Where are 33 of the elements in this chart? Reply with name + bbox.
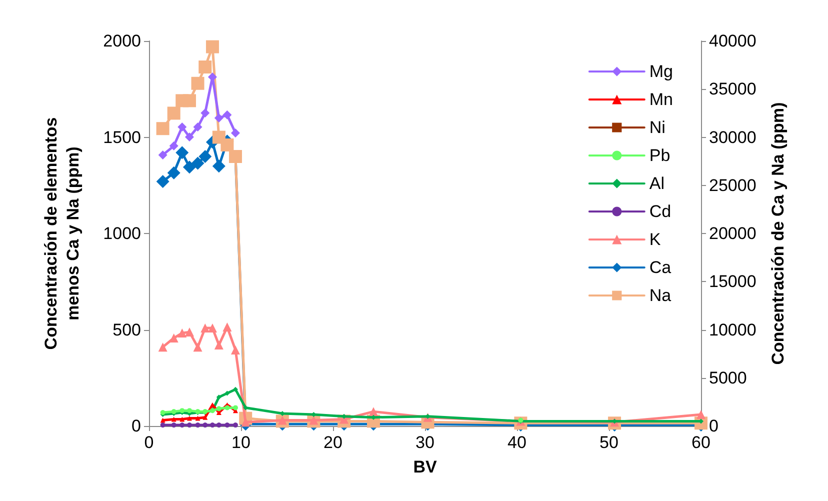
y2-tick-label: 25000 (709, 176, 756, 195)
y2-tick-label: 5000 (709, 368, 747, 388)
y2-tick-label: 20000 (709, 224, 756, 243)
legend-label: Al (649, 174, 665, 193)
y-tick-label: 0 (132, 416, 141, 436)
legend-label: K (649, 230, 662, 249)
legend-label: Cd (649, 202, 672, 221)
y2-tick-label: 30000 (709, 128, 756, 147)
y-axis-title: Concentración de elementos menos Ca y Na (ppm) (42, 117, 82, 350)
legend-label: Na (649, 286, 672, 305)
y2-axis-title: Concentración de Ca y Na (ppm) (768, 102, 788, 365)
y2-tick-label: 0 (709, 416, 718, 436)
y-tick-label: 1500 (103, 128, 141, 147)
x-tick-label: 50 (600, 433, 618, 452)
y2-tick-label: 40000 (709, 32, 756, 50)
y-tick-label: 500 (112, 320, 141, 340)
x-tick-label: 10 (232, 433, 250, 452)
legend-label: Ni (649, 118, 666, 137)
x-tick-label: 60 (692, 433, 710, 452)
legend-label: Pb (649, 146, 670, 165)
legend-label: Mn (649, 90, 674, 109)
y2-tick-label: 35000 (709, 80, 756, 99)
x-tick-label: 0 (144, 433, 154, 452)
x-axis-title: BV (413, 457, 438, 476)
y2-tick-label: 10000 (709, 320, 756, 340)
legend-label: Mg (649, 62, 674, 81)
y2-tick-label: 15000 (709, 272, 756, 292)
x-tick-label: 40 (508, 433, 526, 452)
y-tick-label: 2000 (103, 32, 141, 50)
x-tick-label: 20 (324, 433, 342, 452)
legend-label: Ca (649, 258, 672, 277)
x-tick-label: 30 (416, 433, 434, 452)
y-tick-label: 1000 (103, 224, 141, 243)
